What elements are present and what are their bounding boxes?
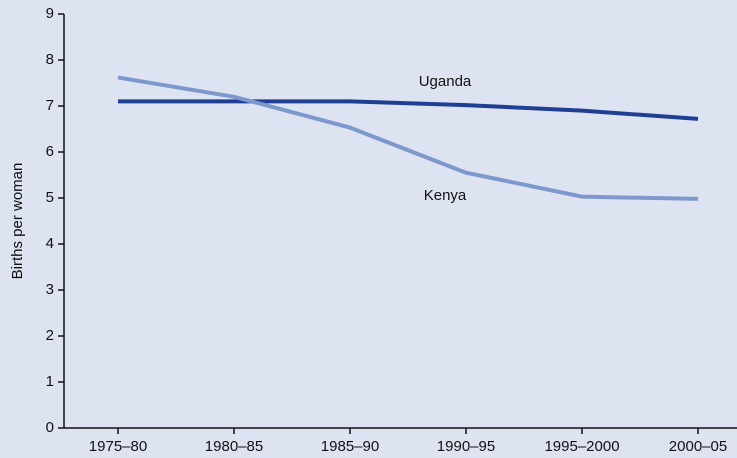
series-line xyxy=(118,99,699,121)
y-tick-label: 2 xyxy=(46,327,54,344)
y-tick-label: 5 xyxy=(46,189,54,206)
y-tick-label: 7 xyxy=(46,97,54,114)
y-tick-label: 3 xyxy=(46,281,54,298)
x-tick-label: 1990–95 xyxy=(437,438,495,455)
y-axis-label: Births per woman xyxy=(9,163,26,280)
x-tick-label: 1975–80 xyxy=(89,438,147,455)
x-tick-label: 1980–85 xyxy=(205,438,263,455)
y-tick-label: 0 xyxy=(46,419,54,436)
y-tick-label: 4 xyxy=(46,235,54,252)
x-tick-label: 1995–2000 xyxy=(544,438,619,455)
y-tick-label: 8 xyxy=(46,51,54,68)
series-label: Uganda xyxy=(419,73,472,90)
series-label: Kenya xyxy=(424,187,467,204)
y-tick-label: 9 xyxy=(46,5,54,22)
x-tick-label: 1985–90 xyxy=(321,438,379,455)
series-line xyxy=(117,75,699,201)
y-tick-label: 6 xyxy=(46,143,54,160)
x-tick-label: 2000–05 xyxy=(669,438,727,455)
y-tick-label: 1 xyxy=(46,373,54,390)
